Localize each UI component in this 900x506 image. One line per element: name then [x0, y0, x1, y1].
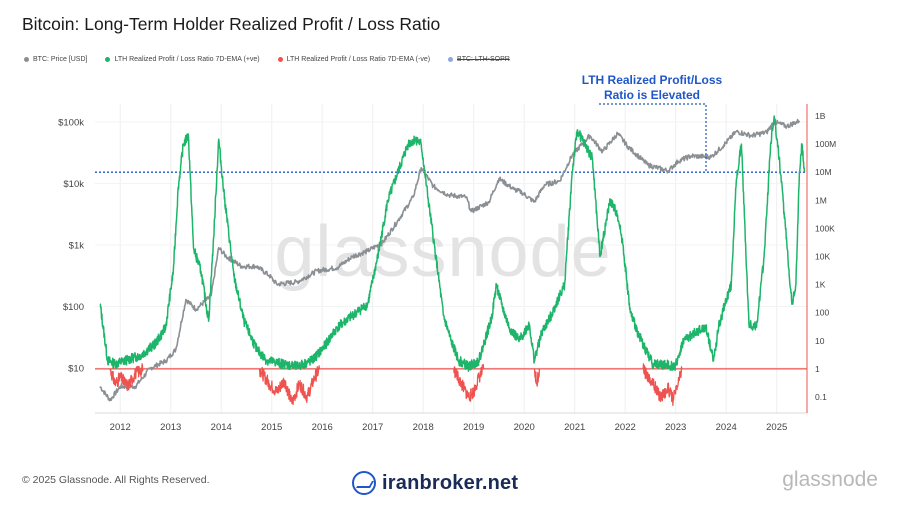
legend-dot-lth-sopr — [448, 57, 454, 62]
chart-title: Bitcoin: Long-Term Holder Realized Profi… — [22, 14, 441, 34]
y-left-tick-label-4: $100k — [58, 118, 84, 129]
x-tick-label-2016: 2016 — [312, 422, 333, 433]
annotation-line-2: Ratio is Elevated — [604, 88, 700, 102]
legend-label-lth-positive: LTH Realized Profit / Loss Ratio 7D-EMA … — [114, 56, 260, 63]
x-tick-label-2019: 2019 — [463, 422, 484, 433]
legend-item-lth-negative[interactable]: LTH Realized Profit / Loss Ratio 7D-EMA … — [277, 56, 431, 63]
chart-axes: 2012 2013 2014 2015 2016 2017 2018 2019 2020 2021… — [58, 104, 836, 433]
y-left-tick-label-3: $10k — [63, 179, 84, 190]
x-tick-label-2018: 2018 — [413, 422, 434, 433]
y-right-tick-label-10: 1B — [815, 111, 826, 121]
y-right-tick-label-2: 10 — [815, 336, 825, 346]
x-tick-label-2024: 2024 — [716, 422, 737, 433]
annotation-group: LTH Realized Profit/Loss Ratio is Elevat… — [582, 73, 723, 172]
y-left-tick-label-1: $100 — [63, 302, 84, 313]
glassnode-logo: glassnode — [782, 468, 878, 491]
x-tick-label-2015: 2015 — [261, 422, 282, 433]
legend-item-lth-positive[interactable]: LTH Realized Profit / Loss Ratio 7D-EMA … — [105, 56, 260, 63]
annotation-bracket — [599, 103, 707, 172]
legend-item-lth-sopr[interactable]: BTC: LTH-SOPR — [448, 56, 510, 63]
legend-dot-lth-positive — [105, 57, 111, 62]
reference-lines — [95, 171, 807, 370]
y-right-tick-label-6: 100K — [815, 223, 835, 233]
series-lth-negative-segment-1 — [258, 365, 321, 405]
x-tick-label-2021: 2021 — [564, 422, 585, 433]
annotation-line-1: LTH Realized Profit/Loss — [582, 73, 723, 87]
legend-dot-btc-price — [24, 57, 29, 62]
chart-growth-icon — [352, 471, 376, 495]
chart-series — [99, 115, 806, 406]
y-right-tick-label-5: 10K — [815, 252, 830, 262]
legend-label-lth-sopr: BTC: LTH-SOPR — [457, 56, 510, 63]
chart-legend: BTC: Price [USD] LTH Realized Profit / L… — [24, 56, 510, 63]
legend-dot-lth-negative — [277, 57, 283, 62]
y-right-tick-label-3: 100 — [815, 308, 829, 318]
legend-label-lth-negative: LTH Realized Profit / Loss Ratio 7D-EMA … — [286, 56, 431, 63]
x-tick-label-2012: 2012 — [110, 422, 131, 433]
watermark: glassnode — [274, 212, 611, 292]
y-right-tick-label-0: 0.1 — [815, 392, 827, 402]
series-lth-positive-line — [99, 115, 806, 372]
series-lth-negative-segment-0 — [109, 363, 144, 392]
copyright-text: © 2025 Glassnode. All Rights Reserved. — [22, 474, 210, 486]
x-tick-label-2014: 2014 — [211, 422, 232, 433]
series-lth-negative-segment-3 — [533, 368, 541, 387]
y-right-tick-label-4: 1K — [815, 280, 826, 290]
legend-item-btc-price[interactable]: BTC: Price [USD] — [24, 56, 87, 63]
legend-label-btc-price: BTC: Price [USD] — [33, 56, 88, 63]
x-tick-label-2022: 2022 — [615, 422, 636, 433]
y-left-tick-label-2: $1k — [69, 241, 85, 252]
y-right-tick-label-7: 1M — [815, 195, 827, 205]
y-right-tick-label-9: 100M — [815, 139, 836, 149]
brand-block[interactable]: iranbroker.net — [352, 471, 518, 495]
series-lth-negative-segment-2 — [453, 363, 485, 402]
series-lth-negative-segment-4 — [642, 363, 683, 406]
x-tick-label-2023: 2023 — [665, 422, 686, 433]
series-btc-price-line — [99, 118, 801, 402]
y-right-tick-label-8: 10M — [815, 167, 832, 177]
x-tick-label-2017: 2017 — [362, 422, 383, 433]
brand-name: iranbroker.net — [382, 471, 519, 494]
x-tick-label-2013: 2013 — [160, 422, 181, 433]
y-right-tick-label-1: 1 — [815, 364, 820, 374]
x-tick-label-2020: 2020 — [514, 422, 535, 433]
y-left-tick-label-0: $10 — [68, 364, 84, 375]
x-tick-label-2025: 2025 — [766, 422, 787, 433]
